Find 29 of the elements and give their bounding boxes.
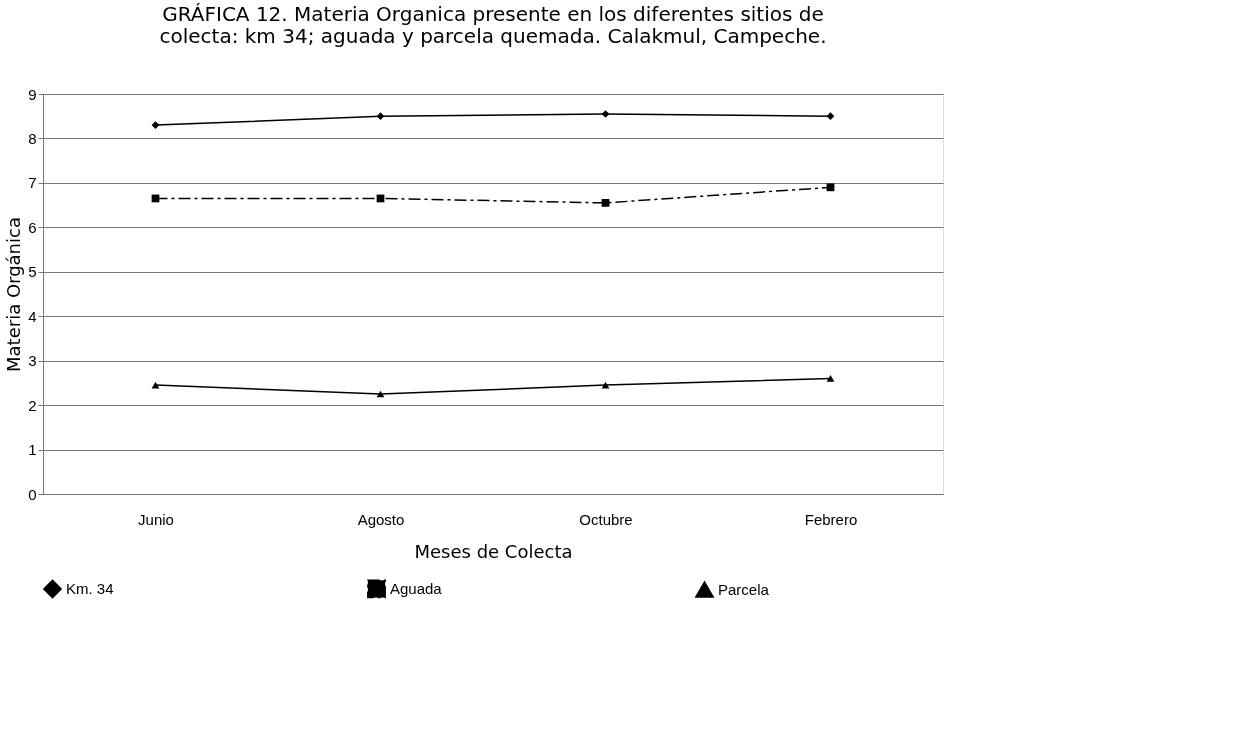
y-tick-label: 5 [28, 263, 37, 281]
x-tick-label: Agosto [357, 510, 405, 528]
point [826, 112, 835, 121]
y-tick-label: 7 [28, 174, 37, 192]
point [601, 110, 610, 118]
x-tick-label: Junio [138, 510, 174, 528]
legend-label: Parcela [718, 580, 770, 598]
y-tick-label: 4 [28, 307, 37, 325]
point [601, 199, 610, 207]
point [376, 390, 385, 398]
point [826, 375, 835, 382]
text: colecta: km 34; aguada y parcela quemada. Calakmul, Campeche. [159, 24, 827, 48]
x-axis-title: Meses de Colecta [414, 540, 573, 562]
y-tick-label: 6 [28, 218, 37, 236]
x-tick-label: Octubre [579, 510, 633, 528]
point [826, 183, 835, 192]
y-tick-label: 0 [28, 485, 37, 503]
text: GRÁFICA 12. Materia Organica presente en los diferentes sitios de [162, 2, 824, 26]
y-tick-label: 9 [28, 85, 37, 103]
x-tick-label: Febrero [804, 510, 858, 528]
legend-label: Km. 34 [66, 579, 114, 597]
y-tick-label: 8 [28, 129, 37, 147]
point [151, 121, 160, 129]
legend-label: Aguada [390, 579, 443, 597]
y-axis-title: Materia Orgánica [3, 217, 25, 372]
point [376, 112, 385, 121]
y-tick-label: 2 [28, 396, 37, 414]
y-tick-label: 1 [28, 441, 37, 459]
y-tick-label: 3 [28, 352, 37, 370]
